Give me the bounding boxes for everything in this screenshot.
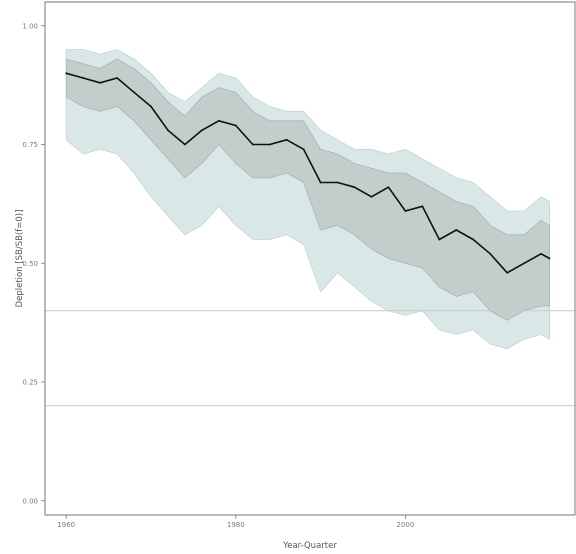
median-point (387, 186, 390, 189)
median-point (523, 262, 526, 265)
median-point (438, 238, 441, 241)
x-axis: 1960 1980 2000 (57, 515, 414, 529)
inner-confidence-band (65, 58, 550, 321)
median-point (455, 229, 458, 231)
y-tick-label: 0.75 (22, 141, 38, 149)
x-tick-label: 1960 (57, 521, 75, 529)
y-tick-label: 0.50 (22, 260, 38, 268)
y-axis: 0.00 0.25 0.50 0.75 1.00 (22, 22, 45, 505)
median-point (506, 271, 509, 274)
median-point (548, 257, 551, 260)
median-depletion-line (65, 72, 550, 274)
y-tick-label: 0.25 (22, 379, 38, 387)
x-tick-label: 2000 (396, 521, 414, 529)
median-point (150, 105, 152, 108)
median-point (336, 181, 339, 184)
median-point (319, 181, 322, 184)
median-point (82, 77, 85, 79)
median-point (251, 143, 254, 146)
median-point (404, 210, 407, 212)
median-point (133, 91, 135, 94)
median-point (65, 72, 68, 75)
median-point (200, 129, 203, 132)
y-tick-label: 1.00 (22, 22, 38, 30)
median-point (540, 252, 542, 255)
median-points (65, 72, 551, 274)
median-point (370, 195, 373, 198)
median-point (421, 205, 424, 208)
median-point (489, 252, 492, 255)
y-axis-title: Depletion [SB/SB(f=0)] (15, 210, 25, 308)
median-point (472, 238, 475, 241)
median-point (184, 143, 186, 146)
median-point (234, 124, 237, 127)
median-point (268, 143, 271, 146)
median-point (167, 129, 169, 132)
y-tick-label: 0.00 (22, 497, 38, 505)
median-point (285, 138, 288, 141)
median-point (217, 119, 220, 122)
x-axis-title: Year-Quarter (282, 541, 337, 551)
median-point (302, 148, 305, 151)
panel-border (44, 1, 576, 516)
median-point (116, 77, 118, 79)
plot-panel (44, 1, 576, 516)
median-point (99, 81, 102, 84)
reference-lines (45, 310, 575, 407)
x-tick-label: 1980 (227, 521, 245, 529)
median-point (353, 186, 356, 189)
